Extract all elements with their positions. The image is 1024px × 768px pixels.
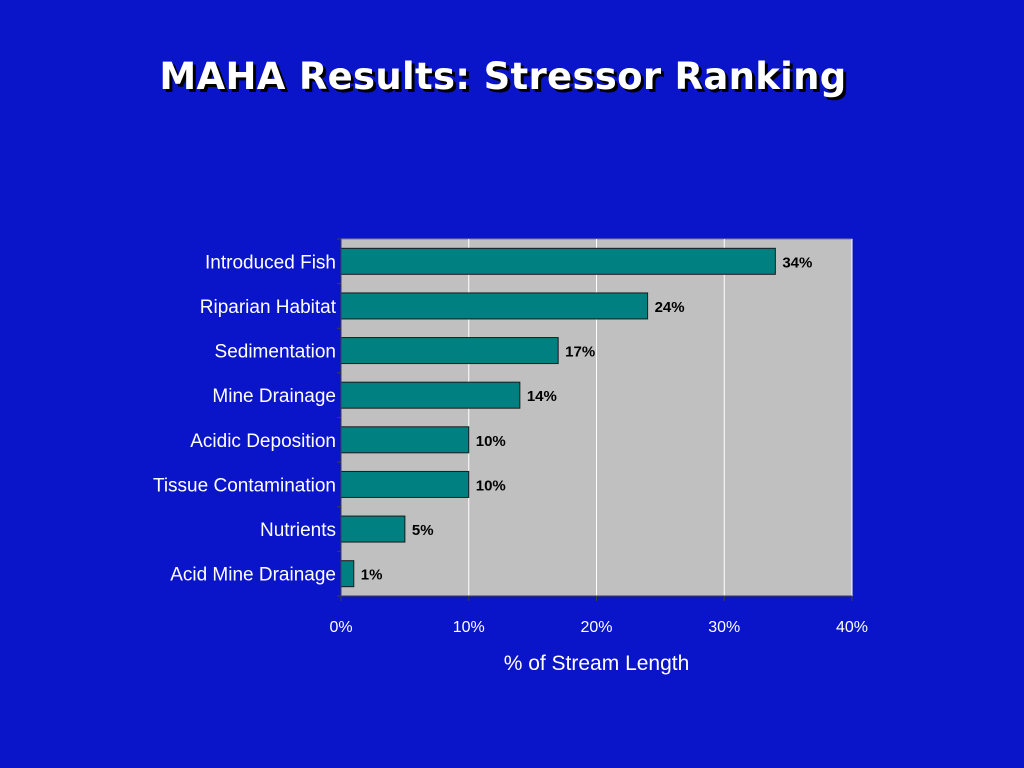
category-label-7: Acid Mine Drainage xyxy=(170,565,336,586)
x-tick-label-0: 0% xyxy=(329,619,352,636)
category-label-4: Acidic Deposition xyxy=(190,431,336,452)
category-label-1: Riparian Habitat xyxy=(200,297,337,318)
category-label-0: Introduced Fish xyxy=(205,252,336,273)
category-label-2: Sedimentation xyxy=(215,342,336,363)
bar-0 xyxy=(340,247,776,275)
data-label-0: 34% xyxy=(782,254,812,271)
category-label-6: Nutrients xyxy=(260,520,336,541)
bar-1 xyxy=(340,292,649,320)
data-labels: 34% 24% 17% 14% 10% 10% 5% 1% xyxy=(361,254,813,583)
slide-title: MAHA Results: Stressor Ranking xyxy=(159,55,847,98)
bar-5 xyxy=(340,470,470,498)
x-tick-label-4: 40% xyxy=(836,619,868,636)
y-axis: Introduced Fish Riparian Habitat Sedimenta… xyxy=(153,238,342,597)
x-tick-label-3: 30% xyxy=(708,619,740,636)
x-axis-title: % of Stream Length xyxy=(504,652,690,675)
data-label-6: 5% xyxy=(412,522,434,539)
category-label-5: Tissue Contamination xyxy=(153,475,336,496)
data-label-5: 10% xyxy=(476,477,506,494)
category-label-3: Mine Drainage xyxy=(212,386,336,407)
data-label-4: 10% xyxy=(476,433,506,450)
data-label-2: 17% xyxy=(565,344,595,361)
bar-3 xyxy=(340,381,521,409)
x-axis: 0% 10% 20% 30% 40% xyxy=(329,595,868,636)
bar-2 xyxy=(340,337,559,365)
data-label-7: 1% xyxy=(361,567,383,584)
data-label-1: 24% xyxy=(655,299,685,316)
bar-7 xyxy=(340,560,355,588)
data-label-3: 14% xyxy=(527,388,557,405)
bars xyxy=(340,247,776,588)
bar-4 xyxy=(340,426,470,454)
x-tick-label-2: 20% xyxy=(580,619,612,636)
bar-6 xyxy=(340,515,406,543)
x-tick-label-1: 10% xyxy=(453,619,485,636)
